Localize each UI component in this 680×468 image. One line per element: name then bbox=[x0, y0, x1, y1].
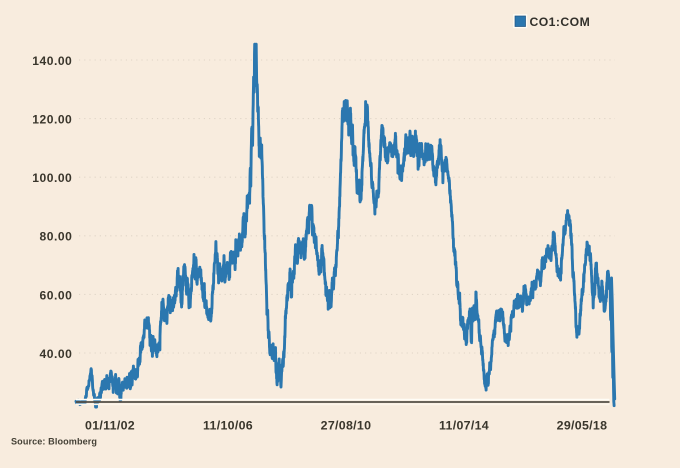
svg-text:140.00: 140.00 bbox=[32, 54, 72, 68]
svg-text:11/10/06: 11/10/06 bbox=[203, 419, 253, 433]
svg-text:Source: Bloomberg: Source: Bloomberg bbox=[11, 437, 97, 447]
svg-text:01/11/02: 01/11/02 bbox=[85, 419, 135, 433]
svg-text:27/08/10: 27/08/10 bbox=[321, 419, 372, 433]
svg-text:29/05/18: 29/05/18 bbox=[557, 419, 608, 433]
svg-text:11/07/14: 11/07/14 bbox=[439, 419, 489, 433]
svg-text:80.00: 80.00 bbox=[40, 230, 73, 244]
svg-text:60.00: 60.00 bbox=[40, 288, 73, 302]
svg-text:CO1:COM: CO1:COM bbox=[530, 15, 591, 29]
svg-text:120.00: 120.00 bbox=[32, 113, 72, 127]
svg-text:40.00: 40.00 bbox=[40, 347, 73, 361]
svg-text:100.00: 100.00 bbox=[32, 171, 72, 185]
